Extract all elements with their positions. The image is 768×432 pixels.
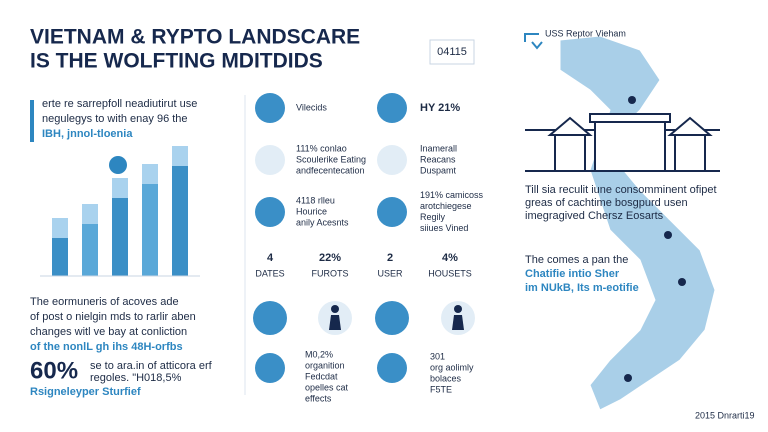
bottom-text: M0,2%: [305, 349, 333, 359]
row-text: Reacans: [420, 154, 456, 164]
person-body: [452, 315, 464, 330]
vietnam-map: [559, 35, 716, 411]
stat-label: USER: [377, 268, 403, 278]
bottom-text: effects: [305, 393, 332, 403]
bottom-text: opelles cat: [305, 382, 349, 392]
icon-circle: [377, 93, 407, 123]
subtitle: Rsigneleyper Sturfief: [30, 386, 141, 398]
paragraph-line: changes witl ve bay at conliction: [30, 326, 187, 338]
stat: 60%: [30, 357, 78, 384]
bar: [172, 146, 188, 276]
bar-highlight: [52, 218, 68, 238]
paragraph-line: of post o nielgin mds to rarlir aben: [30, 311, 196, 323]
map-caption: USS Reptor Vieham: [545, 28, 626, 38]
row-text: siiues Vined: [420, 223, 468, 233]
right-paragraph: imegragived Chersz Eosarts: [525, 210, 664, 222]
row-text: 191% camicoss: [420, 190, 484, 200]
row-text: Scoulerike Eating: [296, 154, 366, 164]
title: IS THE WOLFTING MDITDIDS: [30, 50, 323, 73]
badge-box: [429, 39, 475, 65]
building-icon: [525, 113, 720, 172]
bar-highlight: [142, 164, 158, 184]
map-icon: [524, 33, 543, 50]
icon-circle: [255, 353, 285, 383]
row-text: anily Acesnts: [296, 217, 349, 227]
icon-circle: [377, 197, 407, 227]
callout-line: Chatifie intio Sher: [525, 268, 620, 280]
callout-line: The comes a pan the: [525, 254, 628, 266]
callout-line: im NUkB, Its m-eotifie: [525, 282, 639, 294]
icon-circle: [377, 145, 407, 175]
badge: 04115: [437, 46, 467, 58]
row-text: Vilecids: [296, 102, 327, 112]
title: VIETNAM & RYPTO LANDSCARE: [30, 26, 360, 49]
paragraph-line: The eormuneris of acoves ade: [30, 296, 179, 308]
row-text: Hourice: [296, 206, 327, 216]
row-text: arotchiegese: [420, 201, 472, 211]
stat-value: 4%: [442, 252, 458, 264]
bar-highlight: [112, 178, 128, 198]
stat-value: 2: [387, 252, 393, 264]
stat-note: regoles. "H018,5%: [90, 372, 182, 384]
row-text: Regily: [420, 212, 446, 222]
row-text: Inamerall: [420, 143, 457, 153]
chart-icon: [109, 156, 127, 174]
row-text: HY 21%: [420, 102, 460, 114]
accent-bar: [30, 100, 34, 142]
stat-value: 4: [267, 252, 274, 264]
icon-circle: [377, 353, 407, 383]
intro-line: negulegys to with enay 96 the: [42, 113, 188, 125]
person-circle: [375, 301, 409, 335]
icon-circle: [255, 145, 285, 175]
row-text: 4118 rlleu: [296, 195, 335, 205]
icon-circle: [255, 93, 285, 123]
paragraph-line: of the nonlL gh ihs 48H-orfbs: [30, 341, 183, 353]
bar-highlight: [82, 204, 98, 224]
intro-line: erte re sarrepfoll neadiutirut use: [42, 98, 197, 110]
bar: [142, 164, 158, 276]
icon-circle: [255, 197, 285, 227]
stat-value: 22%: [319, 252, 341, 264]
bottom-text: organition: [305, 360, 345, 370]
bottom-text: Fedcdat: [305, 371, 338, 381]
row-text: 111% conlao: [296, 143, 347, 153]
row-text: Duspamt: [420, 165, 457, 175]
bar: [112, 178, 128, 276]
right-paragraph: greas of cachtime bosgpurd usen: [525, 197, 688, 209]
stat-label: DATES: [255, 268, 284, 278]
bottom-text: 301: [430, 351, 445, 361]
stat-label: FUROTS: [312, 268, 349, 278]
person-circle: [253, 301, 287, 335]
stat-label: HOUSETS: [428, 268, 472, 278]
bottom-text: bolaces: [430, 373, 462, 383]
stat-note: se to ara.in of atticora erf: [90, 360, 213, 372]
person-head: [454, 305, 462, 313]
right-paragraph: Till sia reculit iune consomminent ofipe…: [525, 184, 717, 196]
bottom-text: org aolimly: [430, 362, 474, 372]
row-text: andfecentecation: [296, 165, 365, 175]
footer: 2015 Dnrarti19: [695, 410, 755, 420]
bar-highlight: [172, 146, 188, 166]
intro-line: IBH, jnnol-tloenia: [42, 128, 133, 140]
person-head: [331, 305, 339, 313]
person-body: [329, 315, 341, 330]
bottom-text: F5TE: [430, 384, 452, 394]
